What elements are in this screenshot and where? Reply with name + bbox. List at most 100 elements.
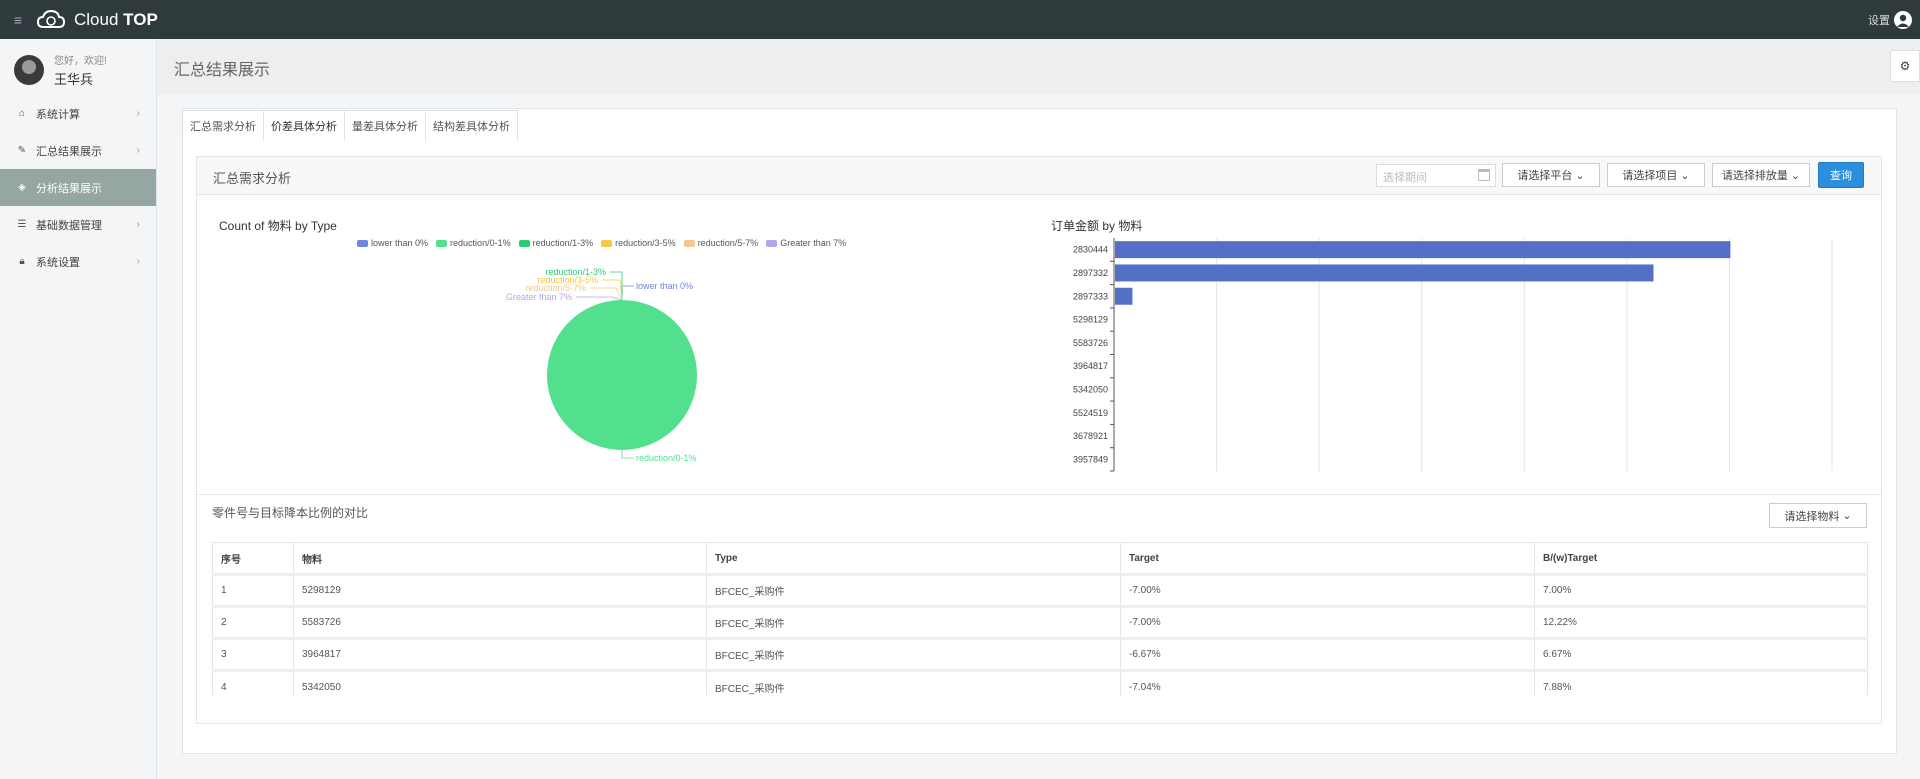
bar-y-tick-label: 5342050 bbox=[1073, 384, 1108, 394]
table-cell: BFCEC_采购件 bbox=[706, 573, 1121, 607]
chevron-down-icon: ⌄ bbox=[1842, 510, 1852, 522]
column-header[interactable]: Type bbox=[706, 542, 1121, 575]
bar-y-tick-label: 2897333 bbox=[1073, 291, 1108, 301]
brand-name: Cloud TOP bbox=[74, 9, 158, 29]
pie-chart-title: Count of 物料 by Type bbox=[219, 219, 337, 233]
cloud-logo-icon bbox=[36, 9, 66, 28]
legend-item[interactable]: lower than 0% bbox=[357, 238, 428, 248]
gear-icon[interactable]: ⚙ bbox=[1890, 50, 1920, 82]
comparison-title: 零件号与目标降本比例的对比 bbox=[212, 506, 369, 520]
tab-price-diff[interactable]: 价差具体分析 bbox=[263, 110, 345, 141]
column-header[interactable]: B/(w)Target bbox=[1534, 542, 1868, 575]
table-cell: 7.88% bbox=[1534, 669, 1868, 695]
bar-chart-title: 订单金额 by 物料 bbox=[1051, 219, 1143, 233]
legend-swatch bbox=[357, 239, 368, 247]
table-row[interactable]: 4 5342050 BFCEC_采购件 -7.04% 7.88% bbox=[212, 669, 1868, 695]
query-button[interactable]: 查询 bbox=[1818, 162, 1864, 188]
bar-y-tick-label: 3964817 bbox=[1073, 361, 1108, 371]
chevron-right-icon: › bbox=[136, 108, 140, 119]
menu-toggle-icon[interactable]: ≡ bbox=[13, 11, 23, 28]
bar-y-tick-label: 5583726 bbox=[1073, 338, 1108, 348]
top-navbar: ≡ Cloud TOP 设置 bbox=[0, 0, 1920, 39]
pie-label-line bbox=[621, 285, 634, 300]
table-cell: 5298129 bbox=[293, 573, 707, 607]
chevron-down-icon: ⌄ bbox=[1575, 169, 1585, 182]
pie-slice-label: reduction/0-1% bbox=[636, 453, 697, 463]
sidebar-item-label: 系统计算 bbox=[36, 108, 80, 121]
sidebar-item-label: 系统设置 bbox=[36, 256, 80, 269]
table-cell: -7.00% bbox=[1120, 605, 1535, 639]
sidebar-item-system-settings[interactable]: 🔒︎ 系统设置 › bbox=[0, 243, 156, 280]
pie-slice-label: lower than 0% bbox=[636, 281, 693, 291]
project-select[interactable]: 请选择项目 ⌄ bbox=[1607, 163, 1705, 187]
tab-structure-diff[interactable]: 结构差具体分析 bbox=[425, 110, 518, 141]
greeting-text: 您好，欢迎! bbox=[54, 56, 107, 67]
legend-label: reduction/5-7% bbox=[697, 238, 759, 248]
table-row[interactable]: 1 5298129 BFCEC_采购件 -7.00% 7.00% bbox=[212, 573, 1868, 607]
pie-slice-label: reduction/3-5% bbox=[537, 275, 598, 285]
bar-y-tick-label: 3957849 bbox=[1073, 454, 1108, 464]
material-select-label: 请选择物料 bbox=[1784, 510, 1840, 523]
platform-select-label: 请选择平台 bbox=[1517, 170, 1573, 182]
column-header[interactable]: 物料 bbox=[293, 542, 707, 575]
platform-select[interactable]: 请选择平台 ⌄ bbox=[1502, 163, 1600, 187]
legend-label: lower than 0% bbox=[371, 238, 429, 248]
period-date-input[interactable]: 选择期间 bbox=[1376, 164, 1496, 187]
legend-swatch bbox=[436, 239, 448, 247]
filter-bar: 汇总需求分析 选择期间 请选择平台 ⌄ 请选择项目 ⌄ 请选择排放量 ⌄ 查询 bbox=[197, 157, 1881, 195]
table-row[interactable]: 2 5583726 BFCEC_采购件 -7.00% 12.22% bbox=[212, 605, 1868, 639]
material-select[interactable]: 请选择物料 ⌄ bbox=[1769, 503, 1867, 528]
table-row[interactable]: 3 3964817 BFCEC_采购件 -6.67% 6.67% bbox=[212, 637, 1868, 671]
emission-select-label: 请选择排放量 bbox=[1721, 170, 1788, 182]
table-cell: 4 bbox=[212, 669, 294, 695]
legend-swatch bbox=[518, 239, 530, 247]
table-cell: -7.04% bbox=[1120, 669, 1535, 695]
chevron-down-icon: ⌄ bbox=[1790, 169, 1801, 182]
table-header-row: 序号 物料 Type Target B/(w)Target bbox=[212, 542, 1868, 575]
pie-slice bbox=[547, 300, 697, 450]
chevron-right-icon: › bbox=[136, 219, 140, 230]
bar bbox=[1115, 241, 1731, 259]
pie-label-line bbox=[590, 287, 623, 301]
chevron-right-icon: › bbox=[136, 145, 140, 156]
user-icon bbox=[1894, 10, 1912, 29]
tab-quantity-diff[interactable]: 量差具体分析 bbox=[344, 110, 426, 141]
calendar-icon bbox=[1478, 169, 1490, 181]
settings-menu[interactable]: 设置 bbox=[1868, 0, 1912, 39]
legend-swatch bbox=[683, 239, 695, 247]
legend-item[interactable]: reduction/3-5% bbox=[601, 238, 676, 248]
sidebar-item-system-calc[interactable]: ⌂ 系统计算 › bbox=[0, 95, 156, 132]
section-divider bbox=[197, 494, 1881, 495]
table-cell: BFCEC_采购件 bbox=[706, 637, 1121, 671]
bar-y-tick-label: 3678921 bbox=[1073, 431, 1108, 441]
comparison-table-wrapper: 序号 物料 Type Target B/(w)Target 1 5298129 … bbox=[212, 542, 1868, 695]
column-header[interactable]: Target bbox=[1120, 542, 1535, 575]
date-placeholder: 选择期间 bbox=[1383, 172, 1427, 184]
project-select-label: 请选择项目 bbox=[1622, 170, 1678, 182]
bar-y-tick-label: 2830444 bbox=[1073, 245, 1108, 255]
sidebar-item-basic-data[interactable]: ☰ 基础数据管理 › bbox=[0, 206, 156, 243]
legend-item[interactable]: reduction/5-7% bbox=[683, 238, 759, 248]
legend-item[interactable]: reduction/1-3% bbox=[518, 238, 593, 248]
pie-label-line bbox=[610, 271, 623, 300]
pie-slice-label: reduction/1-3% bbox=[545, 267, 606, 277]
panel-title: 汇总需求分析 bbox=[213, 171, 292, 186]
sidebar-item-summary-results[interactable]: ✎ 汇总结果展示 › bbox=[0, 132, 156, 169]
legend-label: reduction/0-1% bbox=[450, 238, 511, 248]
home-icon: ⌂ bbox=[18, 108, 26, 119]
table-cell: 7.00% bbox=[1534, 573, 1868, 607]
sidebar-item-analysis-results[interactable]: ◈ 分析结果展示 bbox=[0, 169, 156, 206]
pie-label-line bbox=[576, 296, 623, 301]
table-cell: 6.67% bbox=[1534, 637, 1868, 671]
legend-item[interactable]: Greater than 7% bbox=[766, 238, 846, 248]
brand-logo-group[interactable]: Cloud TOP bbox=[36, 9, 158, 31]
column-header[interactable]: 序号 bbox=[212, 542, 294, 575]
table-cell: 3964817 bbox=[293, 637, 707, 671]
emission-select[interactable]: 请选择排放量 ⌄ bbox=[1712, 163, 1810, 187]
user-profile: 您好，欢迎! 王华兵 bbox=[0, 45, 156, 95]
analysis-tabs: 汇总需求分析 价差具体分析 量差具体分析 结构差具体分析 bbox=[182, 110, 518, 141]
bar-y-tick-label: 2897332 bbox=[1073, 268, 1108, 278]
table-cell: 12.22% bbox=[1534, 605, 1868, 639]
legend-item[interactable]: reduction/0-1% bbox=[436, 238, 511, 248]
tab-summary-demand[interactable]: 汇总需求分析 bbox=[182, 110, 264, 141]
